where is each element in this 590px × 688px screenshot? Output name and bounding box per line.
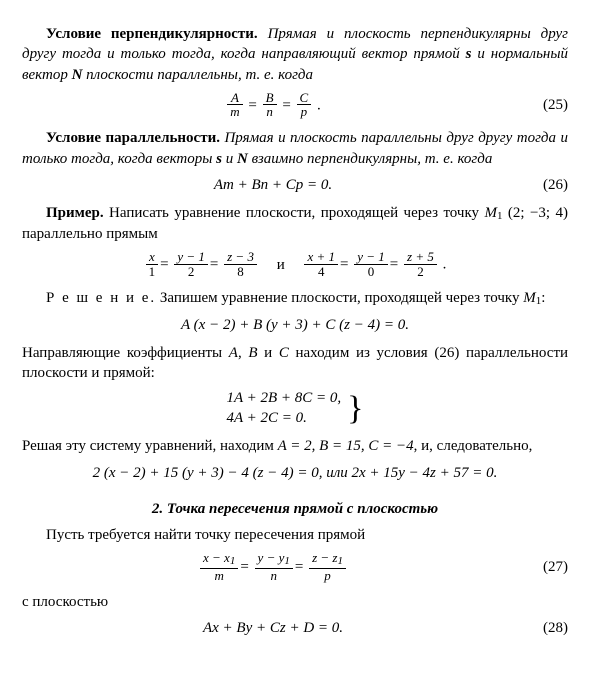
para-perpendicularity: Условие перпендикулярности. Прямая и пло… xyxy=(22,24,568,85)
frac-den: n xyxy=(255,569,293,584)
eq-number: (25) xyxy=(524,95,568,115)
and: и xyxy=(258,345,279,361)
frac-den: 2 xyxy=(174,265,208,280)
var-a: A xyxy=(229,345,238,361)
para-7: Пусть требуется найти точку пересечения … xyxy=(22,525,568,545)
equation-26: Am + Bn + Cp = 0. (26) xyxy=(22,175,568,195)
frac-num: x + 1 xyxy=(304,250,338,265)
frac-num: C xyxy=(297,91,312,106)
eq-number: (27) xyxy=(524,557,568,577)
eq-body: Am = Bn = Cp . xyxy=(22,91,524,121)
frac-num: x − x1 xyxy=(200,551,238,569)
text: плоскости параллельны, т. е. когда xyxy=(82,67,313,83)
point-m: M xyxy=(484,205,497,221)
lead-example: Пример. xyxy=(46,205,104,221)
eq-body: 1A + 2B + 8C = 0, 4A + 2C = 0. } xyxy=(22,389,568,428)
frac-num: y − y1 xyxy=(255,551,293,569)
lead-parallel: Условие параллельности. xyxy=(46,130,220,146)
text: Направляющие коэффициенты xyxy=(22,345,229,361)
vals: A = 2, B = 15, C = −4 xyxy=(278,438,414,454)
lead-solution: Р е ш е н и е. xyxy=(46,290,156,306)
frac-den: p xyxy=(297,105,312,120)
frac-den: 2 xyxy=(404,265,437,280)
frac-num: x xyxy=(146,250,159,265)
sys-line-2: 4A + 2C = 0. xyxy=(226,409,341,429)
para-example: Пример. Написать уравнение плоскости, пр… xyxy=(22,203,568,244)
equation-27: x − x1m= y − y1n= z − z1p (27) xyxy=(22,551,568,583)
brace-icon: } xyxy=(347,392,363,426)
lead-perp: Условие перпендикулярности. xyxy=(46,26,258,42)
eq-body: x1= y − 12= z − 38 и x + 14= y − 10= z +… xyxy=(22,250,568,280)
frac-num: y − 1 xyxy=(174,250,208,265)
equation-28: Ax + By + Cz + D = 0. (28) xyxy=(22,618,568,638)
equation-example-lines: x1= y − 12= z − 38 и x + 14= y − 10= z +… xyxy=(22,250,568,280)
frac-den: n xyxy=(263,105,277,120)
frac-num: A xyxy=(227,91,242,106)
para-8: с плоскостью xyxy=(22,592,568,612)
frac-num: y − 1 xyxy=(354,250,388,265)
equation-final: 2 (x − 2) + 15 (y + 3) − 4 (z − 4) = 0, … xyxy=(22,463,568,483)
frac-den: 4 xyxy=(304,265,338,280)
frac-den: 8 xyxy=(224,265,257,280)
comma: , xyxy=(238,345,248,361)
eq-body: x − x1m= y − y1n= z − z1p xyxy=(22,551,524,583)
text: , и, следовательно, xyxy=(414,438,533,454)
para-solution: Р е ш е н и е. Запишем уравнение плоскос… xyxy=(22,288,568,309)
frac-den: 0 xyxy=(354,265,388,280)
text: Решая эту систему уравнений, находим xyxy=(22,438,278,454)
eq-body: Ax + By + Cz + D = 0. xyxy=(22,618,524,638)
frac-den: m xyxy=(227,105,242,120)
colon: : xyxy=(541,290,545,306)
frac-num: z − 3 xyxy=(224,250,257,265)
eq-body: A (x − 2) + B (y + 3) + C (z − 4) = 0. xyxy=(22,315,568,335)
frac-num: z − z1 xyxy=(309,551,346,569)
text: Запишем уравнение плоскости, проходящей … xyxy=(156,290,523,306)
vec-n: N xyxy=(237,151,248,167)
frac-num: B xyxy=(263,91,277,106)
var-c: C xyxy=(279,345,289,361)
sys-line-1: 1A + 2B + 8C = 0, xyxy=(226,389,341,409)
var-b: B xyxy=(248,345,257,361)
eq-number: (26) xyxy=(524,175,568,195)
para-solve: Решая эту систему уравнений, находим A =… xyxy=(22,436,568,456)
text: взаимно перпендикулярны, т. е. когда xyxy=(248,151,492,167)
section-2-title: 2. Точка пересечения прямой с плоскостью xyxy=(22,499,568,519)
para-parallel: Условие параллельности. Прямая и плоскос… xyxy=(22,128,568,169)
text: Написать уравнение плоскости, проходящей… xyxy=(104,205,485,221)
vec-n: N xyxy=(72,67,83,83)
frac-num: z + 5 xyxy=(404,250,437,265)
point-m: M xyxy=(523,290,536,306)
frac-den: m xyxy=(200,569,238,584)
dot: . xyxy=(443,257,447,273)
conj: и xyxy=(277,257,285,273)
equation-system: 1A + 2B + 8C = 0, 4A + 2C = 0. } xyxy=(22,389,568,428)
equation-25: Am = Bn = Cp . (25) xyxy=(22,91,568,121)
equation-plane: A (x − 2) + B (y + 3) + C (z − 4) = 0. xyxy=(22,315,568,335)
frac-den: 1 xyxy=(146,265,159,280)
text: и xyxy=(222,151,237,167)
para-coeffs: Направляющие коэффициенты A, B и C наход… xyxy=(22,343,568,384)
frac-den: p xyxy=(309,569,346,584)
eq-body: Am + Bn + Cp = 0. xyxy=(22,175,524,195)
eq-number: (28) xyxy=(524,618,568,638)
